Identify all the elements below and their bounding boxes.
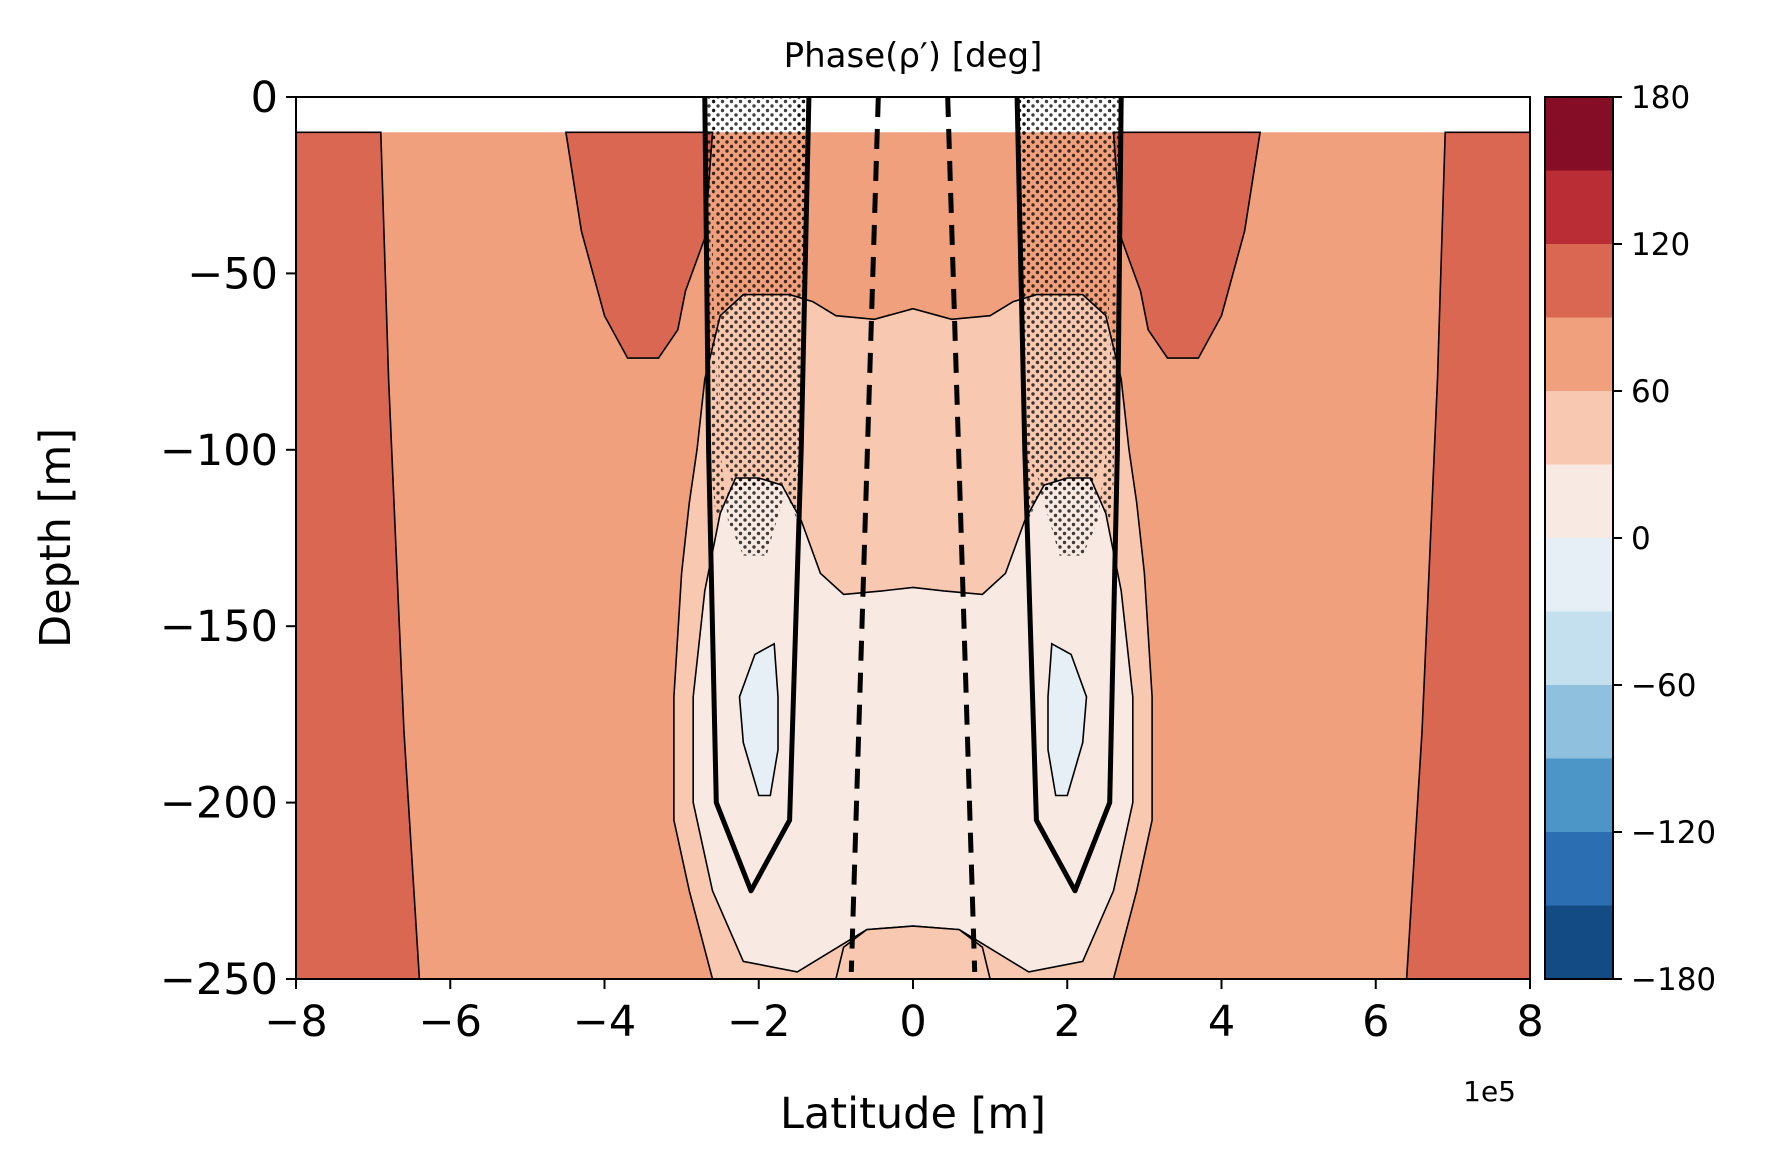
colorbar-tick-label: −180 <box>1631 962 1716 998</box>
colorbar-tick-label: 60 <box>1631 374 1670 410</box>
x-tick-label: −4 <box>573 997 636 1047</box>
colorbar-segment <box>1545 97 1613 171</box>
stipple-region <box>1017 97 1114 493</box>
colorbar-segment <box>1545 832 1613 906</box>
y-axis-label: Depth [m] <box>31 428 81 648</box>
colorbar-tick-label: −60 <box>1631 668 1696 704</box>
x-tick-label: 6 <box>1362 997 1389 1047</box>
dashed-contour-line <box>945 97 978 972</box>
x-tick-label: −6 <box>419 997 482 1047</box>
colorbar-tick-label: −120 <box>1631 815 1716 851</box>
contour-band-120-150 <box>296 131 421 979</box>
chart-title: Phase(ρ′) [deg] <box>784 36 1043 76</box>
y-tick-label: 0 <box>251 73 278 123</box>
colorbar-segment <box>1545 905 1613 979</box>
x-axis-ticks: −8 −6 −4 −2 0 2 4 6 8 <box>264 979 1544 1047</box>
stipple-region <box>712 97 809 493</box>
contour-band-120-150 <box>1405 131 1530 979</box>
thick-contour-line <box>702 97 812 894</box>
colorbar-segment <box>1545 244 1613 318</box>
thick-contour-line <box>1014 97 1124 894</box>
colorbar-segment <box>1545 538 1613 612</box>
colorbar-tick-label: 180 <box>1631 80 1690 116</box>
x-axis-offset: 1e5 <box>1463 1075 1516 1108</box>
x-tick-label: −8 <box>264 997 327 1047</box>
significance-stipple-layer <box>704 97 1122 556</box>
x-tick-label: −2 <box>727 997 790 1047</box>
contour-fill-layer <box>296 131 1530 979</box>
y-tick-label: −200 <box>160 779 278 829</box>
colorbar-segment <box>1545 685 1613 759</box>
y-tick-label: −100 <box>160 426 278 476</box>
colorbar-segment <box>1545 464 1613 538</box>
contour-band--30-0 <box>1047 642 1088 797</box>
colorbar-segment <box>1545 758 1613 832</box>
contour-band--30-0 <box>738 642 779 797</box>
y-tick-label: −150 <box>160 602 278 652</box>
colorbar-tick-label: 0 <box>1631 521 1651 557</box>
contour-line-layer <box>702 97 1124 972</box>
contour-band-0-30 <box>692 477 1134 973</box>
x-tick-label: 8 <box>1516 997 1543 1047</box>
colorbar-tick-label: 120 <box>1631 227 1690 263</box>
x-axis-label: Latitude [m] <box>780 1089 1046 1139</box>
colorbar-segment <box>1545 391 1613 465</box>
colorbar-segment <box>1545 317 1613 391</box>
y-tick-label: −250 <box>160 955 278 1005</box>
y-axis-ticks: 0 −50 −100 −150 −200 −250 <box>160 73 296 1005</box>
y-tick-label: −50 <box>187 249 278 299</box>
x-tick-label: 2 <box>1054 997 1081 1047</box>
dashed-contour-line <box>848 97 881 972</box>
contour-band-30-60 <box>835 925 991 979</box>
colorbar-segment <box>1545 611 1613 685</box>
x-tick-label: 0 <box>899 997 926 1047</box>
x-tick-label: 4 <box>1208 997 1235 1047</box>
colorbar-segment <box>1545 170 1613 244</box>
colorbar: 180 120 60 0 −60 −120 −180 <box>1544 80 1716 998</box>
